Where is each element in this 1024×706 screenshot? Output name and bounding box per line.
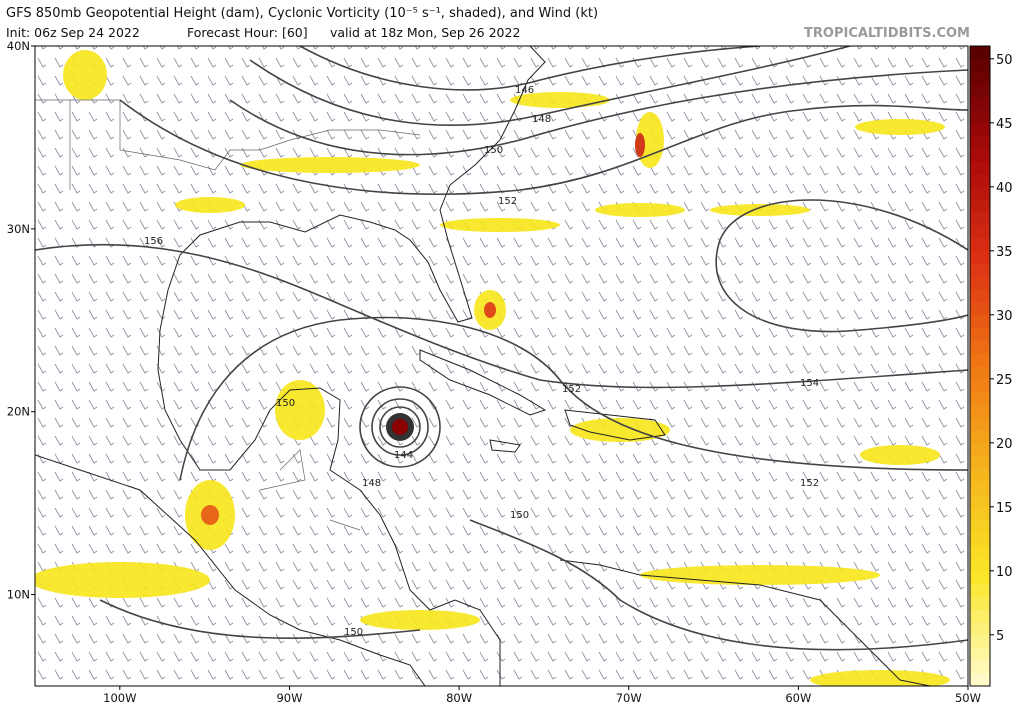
- colorbar-swatch: [970, 558, 990, 572]
- colorbar-swatch: [970, 263, 990, 277]
- colorbar-swatch: [970, 673, 990, 687]
- colorbar-swatch: [970, 634, 990, 649]
- lon-label: 60W: [785, 691, 811, 705]
- colorbar-swatch: [970, 378, 990, 393]
- contour-label: 150: [510, 510, 529, 521]
- colorbar-swatch: [970, 532, 990, 546]
- colorbar-label: 20: [996, 437, 1013, 452]
- colorbar-label: 10: [996, 565, 1013, 580]
- colorbar-swatch: [970, 58, 990, 73]
- colorbar-swatch: [970, 455, 990, 469]
- colorbar-label: 50: [996, 53, 1013, 68]
- lon-label: 100W: [103, 691, 136, 705]
- colorbar-swatch: [970, 353, 990, 367]
- colorbar-label: 40: [996, 181, 1013, 196]
- valid-time: valid at 18z Mon, Sep 26 2022: [330, 25, 520, 40]
- contour-label: 154: [800, 378, 819, 389]
- height-contours: [35, 46, 968, 651]
- colorbar-swatch: [970, 391, 990, 405]
- colorbar-swatch: [970, 289, 990, 303]
- colorbar-swatch: [970, 225, 990, 239]
- credit: TROPICALTIDBITS.COM: [804, 26, 970, 41]
- colorbar-swatch: [970, 366, 990, 380]
- colorbar-swatch: [970, 250, 990, 265]
- colorbar-swatch: [970, 327, 990, 341]
- lat-label: 30N: [7, 222, 30, 236]
- lon-label: 90W: [276, 691, 302, 705]
- contour-label: 152: [562, 384, 581, 395]
- colorbar-swatch: [970, 302, 990, 316]
- colorbar-swatch: [970, 122, 990, 137]
- contour-label: 150: [344, 627, 363, 638]
- colorbar-swatch: [970, 545, 990, 559]
- colorbar-label: 30: [996, 309, 1013, 324]
- contour-label: 156: [144, 236, 163, 247]
- colorbar-swatch: [970, 84, 990, 98]
- contour-label: 148: [362, 478, 381, 489]
- colorbar-label: 25: [996, 373, 1013, 388]
- colorbar-swatch: [970, 110, 990, 124]
- contour-label: 150: [484, 145, 503, 156]
- colorbar-swatch: [970, 622, 990, 636]
- colorbar-swatch: [970, 276, 990, 290]
- colorbar-swatch: [970, 660, 990, 674]
- contour-label: 146: [515, 85, 534, 96]
- colorbar-swatch: [970, 481, 990, 495]
- contour-label: 152: [498, 196, 517, 207]
- colorbar-label: 35: [996, 245, 1013, 260]
- lon-label: 50W: [955, 691, 981, 705]
- contour-label: 148: [532, 114, 551, 125]
- colorbar-label: 45: [996, 117, 1013, 132]
- colorbar-swatch: [970, 186, 990, 201]
- colorbar-swatch: [970, 468, 990, 482]
- colorbar-swatch: [970, 519, 990, 533]
- colorbar-swatch: [970, 494, 990, 508]
- lat-label: 10N: [7, 588, 30, 602]
- colorbar-label: 5: [996, 629, 1004, 644]
- contour-labels: 146 148 150 152 156 150 144 148 150 152 …: [144, 85, 819, 638]
- colorbar-label: 15: [996, 501, 1013, 516]
- colorbar-swatch: [970, 238, 990, 252]
- vorticity-shading: [35, 50, 950, 686]
- colorbar: 5 10 15 20 25 30 35 40 45 50: [969, 45, 1013, 687]
- colorbar-swatch: [970, 340, 990, 354]
- colorbar-swatch: [970, 97, 990, 111]
- colorbar-frame: [969, 45, 991, 687]
- forecast-hour: Forecast Hour: [60]: [187, 25, 308, 40]
- contour-label: 152: [800, 478, 819, 489]
- colorbar-swatch: [970, 506, 990, 521]
- colorbar-swatch: [970, 417, 990, 431]
- lon-label: 70W: [616, 691, 642, 705]
- colorbar-swatch: [970, 148, 990, 162]
- init-time: Init: 06z Sep 24 2022: [6, 25, 140, 40]
- coastlines: [35, 46, 931, 686]
- lat-label: 20N: [7, 405, 30, 419]
- colorbar-swatch: [970, 212, 990, 226]
- colorbar-swatch: [970, 46, 990, 60]
- colorbar-swatch: [970, 609, 990, 623]
- colorbar-swatch: [970, 199, 990, 213]
- colorbar-swatch: [970, 430, 990, 444]
- colorbar-swatch: [970, 135, 990, 149]
- colorbar-swatch: [970, 583, 990, 597]
- colorbar-swatch: [970, 596, 990, 610]
- colorbar-swatch: [970, 174, 990, 188]
- contour-label: 150: [276, 398, 295, 409]
- title: GFS 850mb Geopotential Height (dam), Cyc…: [6, 6, 598, 21]
- colorbar-swatch: [970, 442, 990, 457]
- map-frame: [34, 45, 969, 687]
- map-area: [35, 46, 968, 686]
- lon-label: 80W: [446, 691, 472, 705]
- colorbar-swatch: [970, 71, 990, 85]
- colorbar-swatch: [970, 161, 990, 175]
- lat-label: 40N: [7, 39, 30, 53]
- colorbar-swatch: [970, 314, 990, 329]
- colorbar-swatch: [970, 404, 990, 418]
- contour-label: 144: [394, 450, 413, 461]
- colorbar-swatch: [970, 647, 990, 661]
- colorbar-swatch: [970, 570, 990, 585]
